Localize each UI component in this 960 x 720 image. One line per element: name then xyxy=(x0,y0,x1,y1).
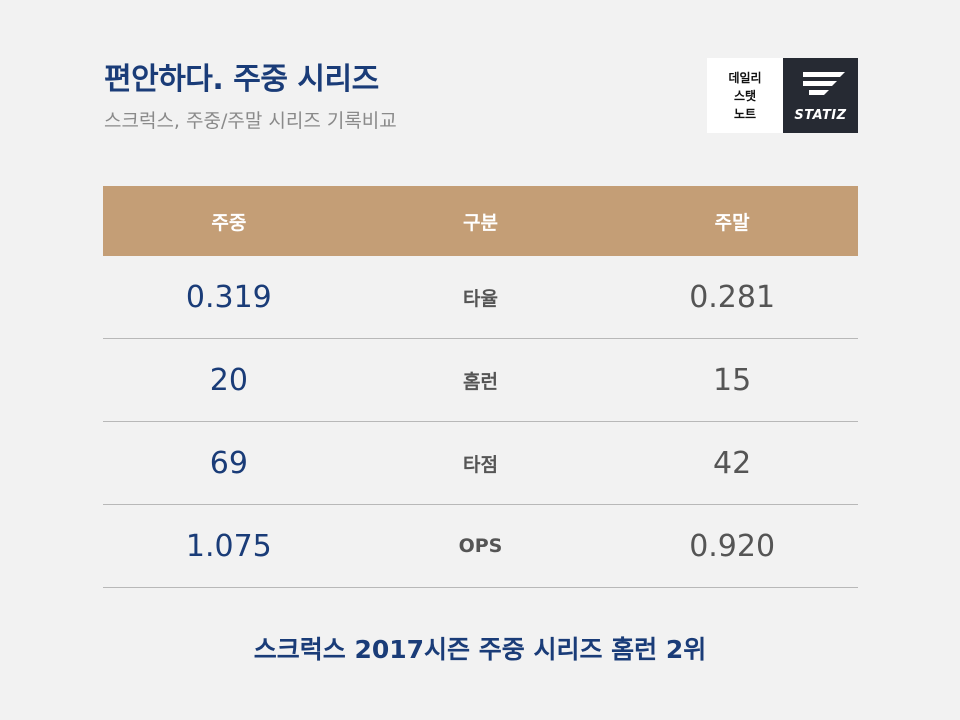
header-weekend: 주말 xyxy=(714,211,750,234)
category-label: OPS xyxy=(458,535,503,557)
weekend-value: 15 xyxy=(713,362,752,398)
statiz-stripes-icon xyxy=(803,72,845,95)
weekend-value: 0.281 xyxy=(689,279,776,315)
daily-stat-note-logo: 데일리 스탯 노트 STATIZ xyxy=(707,58,858,133)
table-row-avg: 0.319 타율 0.281 xyxy=(103,256,858,339)
statiz-wordmark: STATIZ xyxy=(794,108,847,123)
weekday-value: 1.075 xyxy=(185,528,272,564)
table-row-rbi: 69 타점 42 xyxy=(103,422,858,505)
category-label: 타율 xyxy=(463,287,498,310)
logo-line-2: 스탯 xyxy=(733,88,757,103)
page-title: 편안하다. 주중 시리즈 xyxy=(104,62,379,97)
header-category: 구분 xyxy=(463,211,498,234)
statiz-logo: STATIZ xyxy=(783,58,858,133)
table-row-ops: 1.075 OPS 0.920 xyxy=(103,505,858,588)
weekend-value: 42 xyxy=(713,445,752,481)
logo-line-3: 노트 xyxy=(733,106,757,121)
header-weekday: 주중 xyxy=(211,211,247,234)
table-header: 주중 구분 주말 xyxy=(103,186,858,256)
logo-line-1: 데일리 xyxy=(728,70,762,85)
category-label: 타점 xyxy=(463,453,498,476)
weekday-value: 0.319 xyxy=(185,279,272,315)
page-subtitle: 스크럭스, 주중/주말 시리즈 기록비교 xyxy=(104,110,397,132)
logo-text-block: 데일리 스탯 노트 xyxy=(707,58,783,133)
stats-comparison-table: 주중 구분 주말 0.319 타율 0.281 20 홈런 15 69 타점 4… xyxy=(103,186,858,588)
category-label: 홈런 xyxy=(463,370,498,393)
weekday-value: 69 xyxy=(209,445,248,481)
footer-caption: 스크럭스 2017시즌 주중 시리즈 홈런 2위 xyxy=(253,635,707,664)
weekend-value: 0.920 xyxy=(689,528,776,564)
table-row-hr: 20 홈런 15 xyxy=(103,339,858,422)
weekday-value: 20 xyxy=(209,362,248,398)
